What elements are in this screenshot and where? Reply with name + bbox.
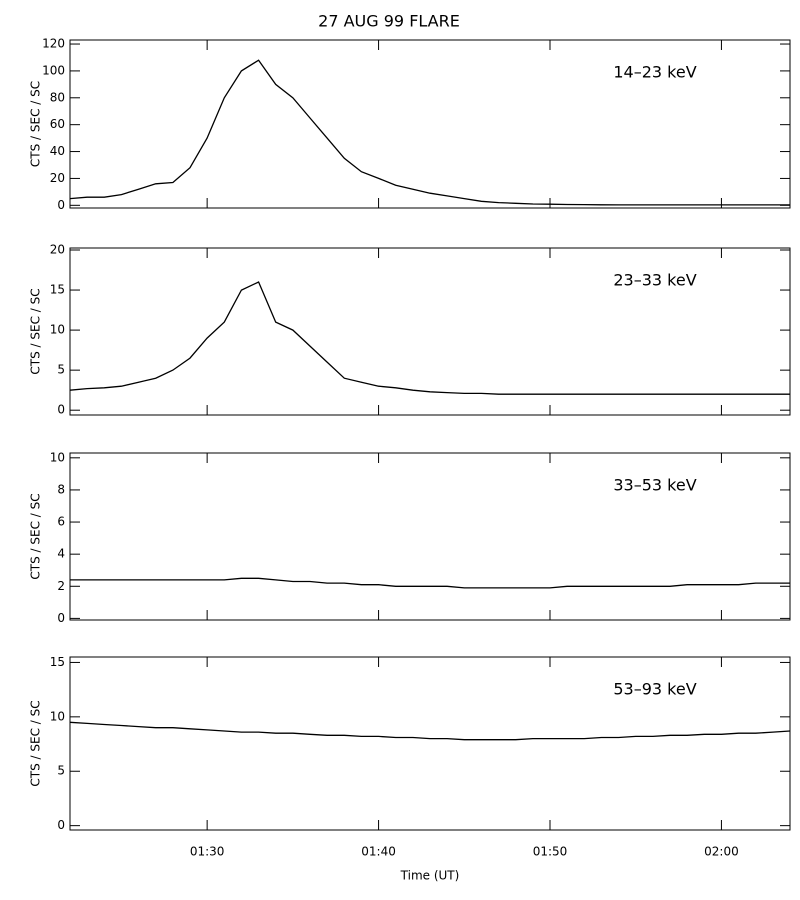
y-tick-label: 60 xyxy=(50,117,65,131)
energy-label: 14–23 keV xyxy=(613,63,696,82)
y-tick-label: 15 xyxy=(50,283,65,297)
y-tick-label: 6 xyxy=(57,515,65,529)
y-tick-label: 100 xyxy=(42,63,65,77)
x-tick-label: 02:00 xyxy=(704,845,739,859)
x-axis-label: Time (UT) xyxy=(400,869,460,883)
flux-line xyxy=(69,59,790,206)
y-tick-label: 2 xyxy=(57,579,65,593)
y-tick-label: 10 xyxy=(50,450,65,464)
y-tick-label: 5 xyxy=(57,363,65,377)
y-axis-label: CTS / SEC / SC xyxy=(29,700,43,786)
y-axis-label: CTS / SEC / SC xyxy=(29,493,43,579)
y-tick-label: 20 xyxy=(50,171,65,185)
flux-line xyxy=(70,577,790,589)
y-tick-label: 40 xyxy=(50,144,65,158)
plot-frame xyxy=(69,656,791,831)
flux-line xyxy=(69,281,790,395)
y-tick-label: 0 xyxy=(57,818,65,832)
energy-label: 23–33 keV xyxy=(613,271,696,290)
y-tick-label: 15 xyxy=(50,655,65,669)
x-tick-label: 01:50 xyxy=(533,845,568,859)
y-tick-label: 10 xyxy=(50,709,65,723)
plot-frame xyxy=(69,452,791,621)
y-tick-label: 80 xyxy=(50,90,65,104)
y-axis-label: CTS / SEC / SC xyxy=(29,288,43,374)
y-tick-label: 20 xyxy=(50,243,65,257)
plot-frame xyxy=(69,39,791,209)
energy-label: 53–93 keV xyxy=(613,680,696,699)
y-tick-label: 4 xyxy=(57,547,65,561)
y-tick-label: 120 xyxy=(42,37,65,51)
y-tick-label: 0 xyxy=(57,403,65,417)
chart-title: 27 AUG 99 FLARE xyxy=(318,12,460,31)
x-tick-label: 01:30 xyxy=(190,845,225,859)
y-tick-label: 5 xyxy=(57,764,65,778)
y-tick-label: 0 xyxy=(57,198,65,212)
flux-line xyxy=(69,721,791,741)
y-axis-label: CTS / SEC / SC xyxy=(29,81,43,167)
y-tick-label: 8 xyxy=(57,482,65,496)
y-tick-label: 10 xyxy=(50,323,65,337)
x-tick-label: 01:40 xyxy=(361,845,396,859)
plot-frame xyxy=(69,247,791,416)
energy-label: 33–53 keV xyxy=(613,476,696,495)
y-tick-label: 0 xyxy=(57,611,65,625)
